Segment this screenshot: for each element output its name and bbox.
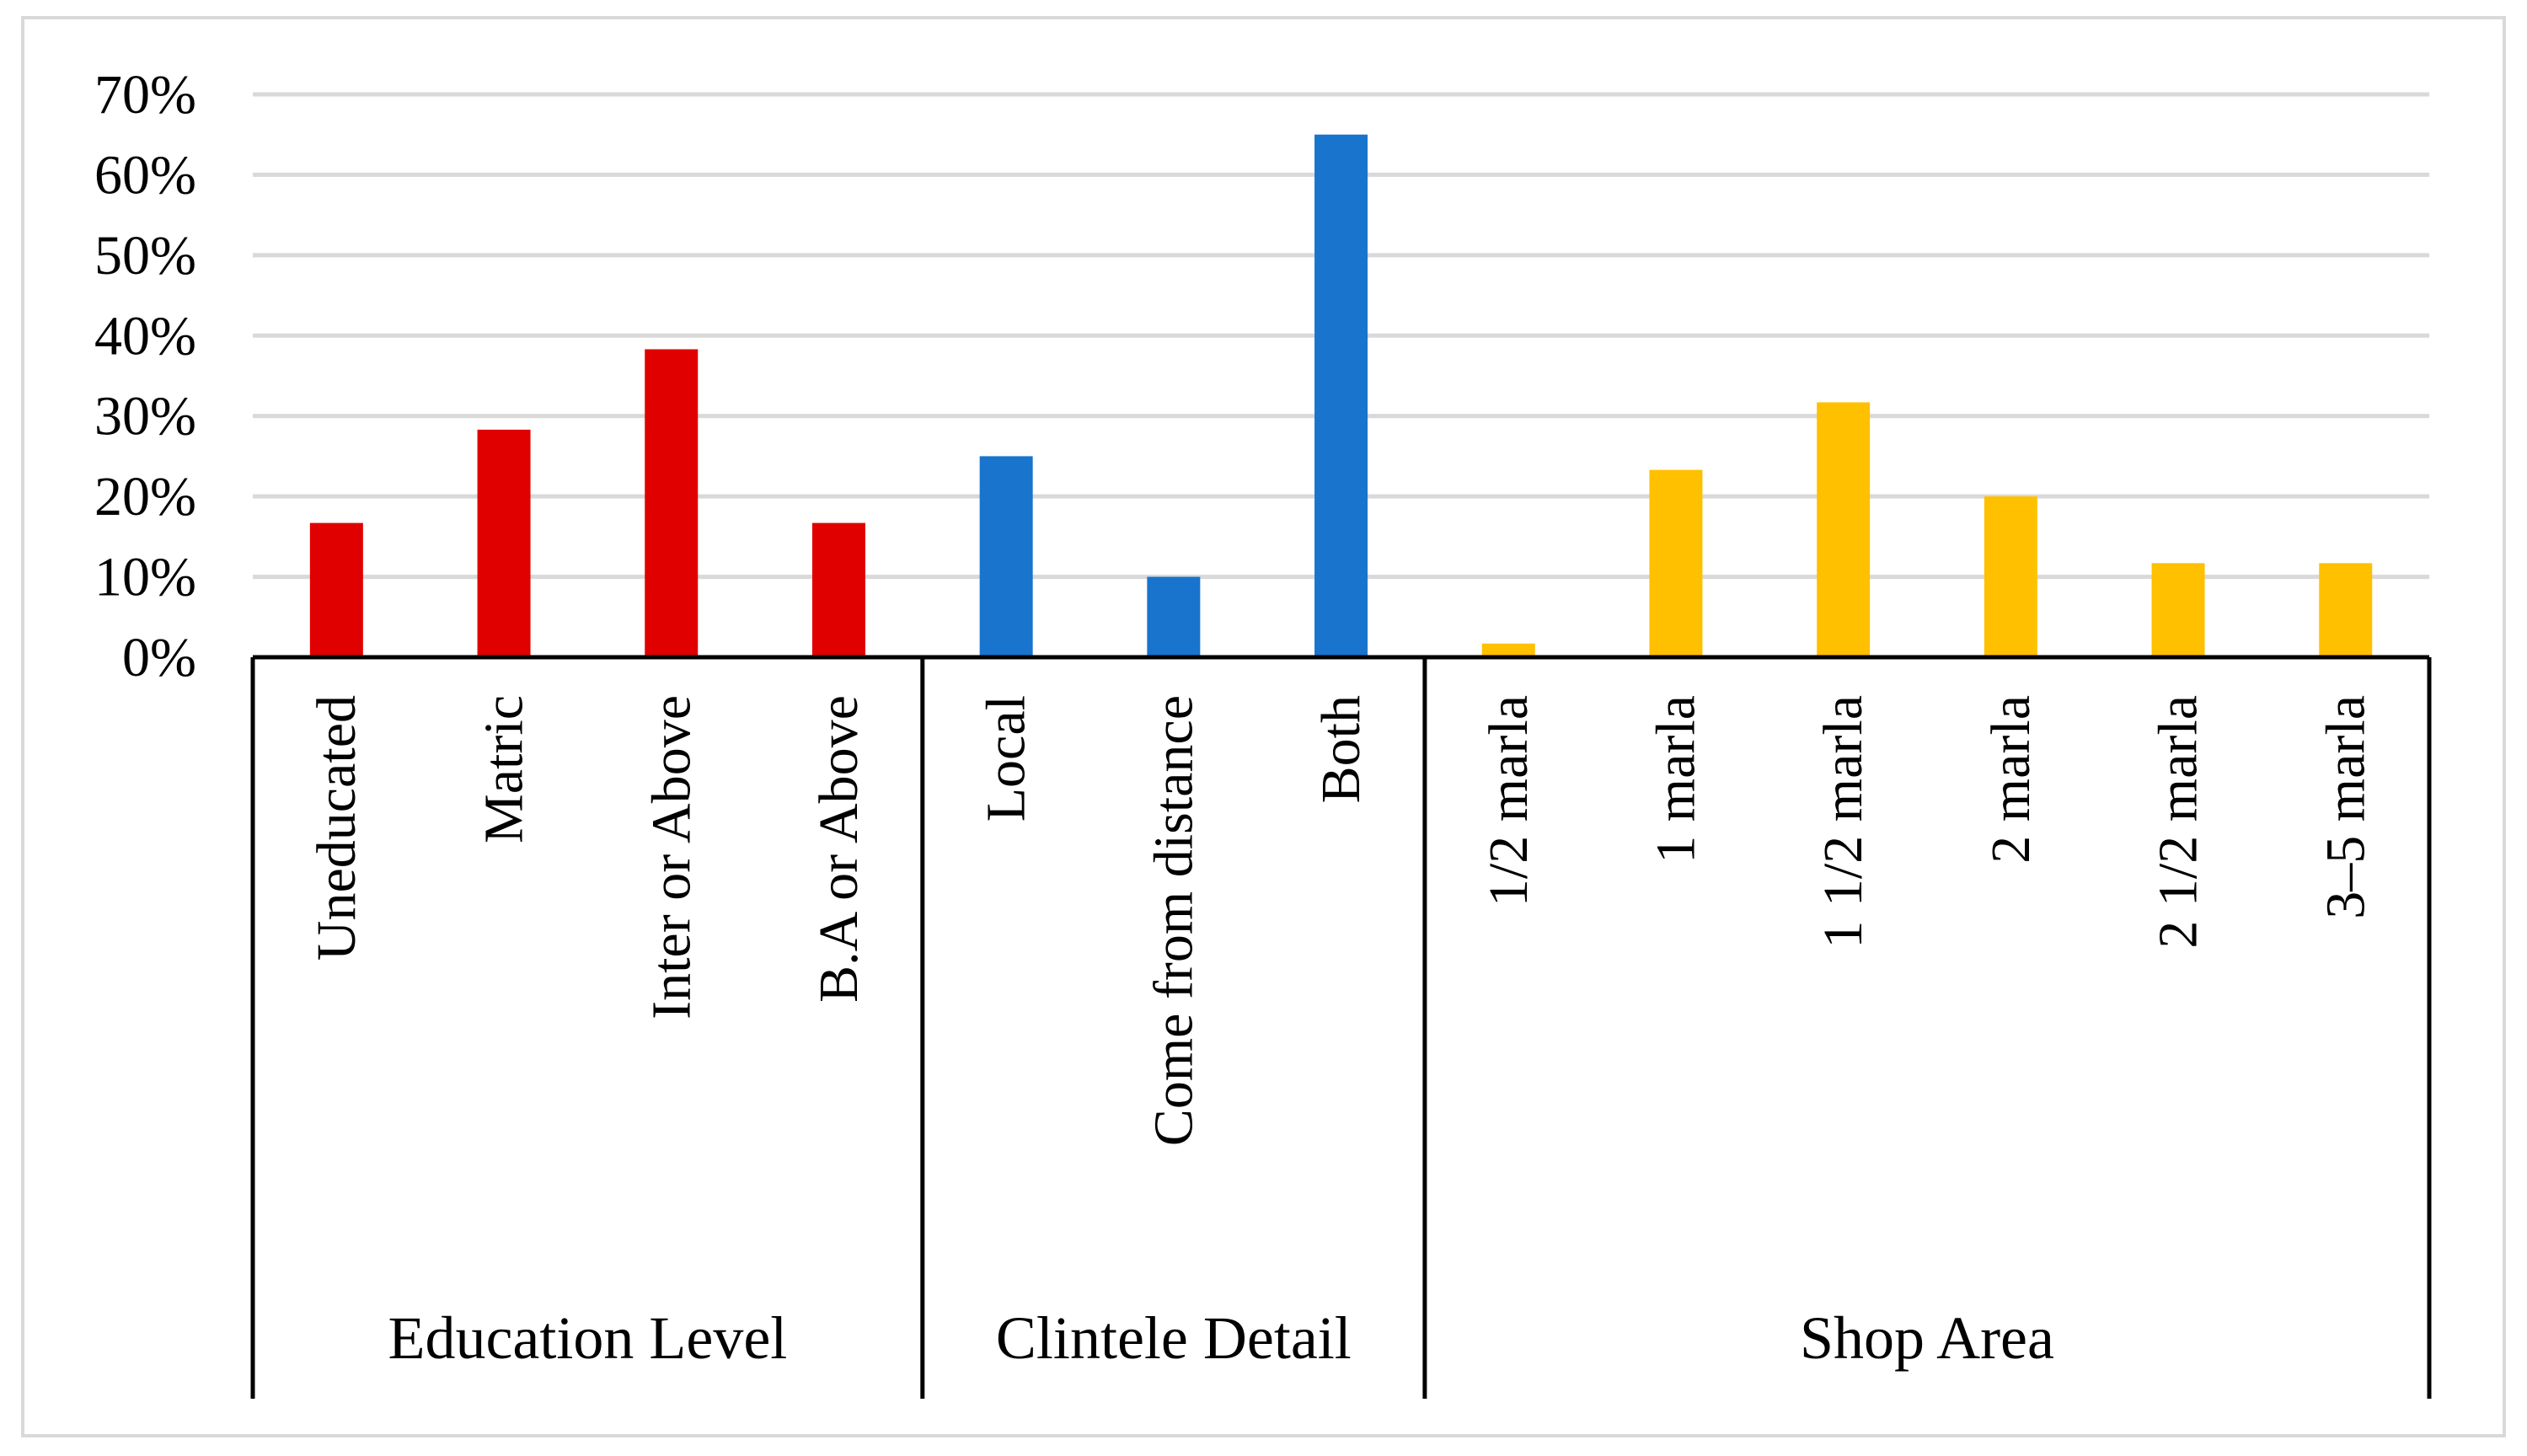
group-label: Education Level (388, 1304, 787, 1372)
bar (2319, 563, 2373, 657)
category-label: 1 marla (1645, 695, 1706, 864)
group-label: Clintele Detail (996, 1304, 1352, 1372)
y-tick-label: 70% (94, 64, 196, 126)
bar (477, 429, 531, 657)
bar (645, 349, 699, 657)
category-label: Come from distance (1143, 695, 1204, 1146)
bar (1147, 576, 1201, 657)
y-tick-label: 50% (94, 225, 196, 286)
category-label: Matric (474, 695, 535, 843)
category-label: 3–5 marla (2315, 695, 2376, 919)
category-label: Uneducated (306, 695, 367, 961)
chart-border (21, 16, 2506, 1437)
y-tick-label: 30% (94, 386, 196, 447)
category-label: Inter or Above (640, 695, 702, 1020)
y-tick-label: 10% (94, 547, 196, 608)
bar (1984, 496, 2037, 657)
y-tick-label: 40% (94, 305, 196, 367)
bar (979, 456, 1033, 657)
y-axis-tick-labels: 0% 10% 20% 30% 40% 50% 60% 70% (94, 64, 196, 688)
y-tick-label: 60% (94, 144, 196, 206)
group-label: Shop Area (1800, 1304, 2054, 1372)
group-labels: Education Level Clintele Detail Shop Area (388, 1304, 2053, 1372)
category-label: 2 1/2 marla (2148, 695, 2209, 949)
category-label: Local (976, 695, 1037, 822)
category-label: 1/2 marla (1478, 695, 1539, 907)
category-label: 2 marla (1980, 695, 2042, 864)
bar (2151, 563, 2205, 657)
bar (1314, 134, 1368, 657)
category-axis (250, 655, 2432, 1399)
category-label: 1 1/2 marla (1812, 695, 1874, 949)
bar (1481, 643, 1535, 657)
y-tick-label: 20% (94, 466, 196, 527)
bar (1817, 402, 1871, 657)
bars (309, 134, 2373, 657)
bar (811, 522, 865, 657)
y-tick-label: 0% (122, 627, 196, 688)
bar (309, 522, 363, 657)
category-label: B.A or Above (808, 695, 870, 1003)
category-label: Both (1310, 695, 1372, 803)
bar (1649, 469, 1703, 657)
category-labels: Uneducated Matric Inter or Above B.A or Abo… (306, 695, 2376, 1146)
